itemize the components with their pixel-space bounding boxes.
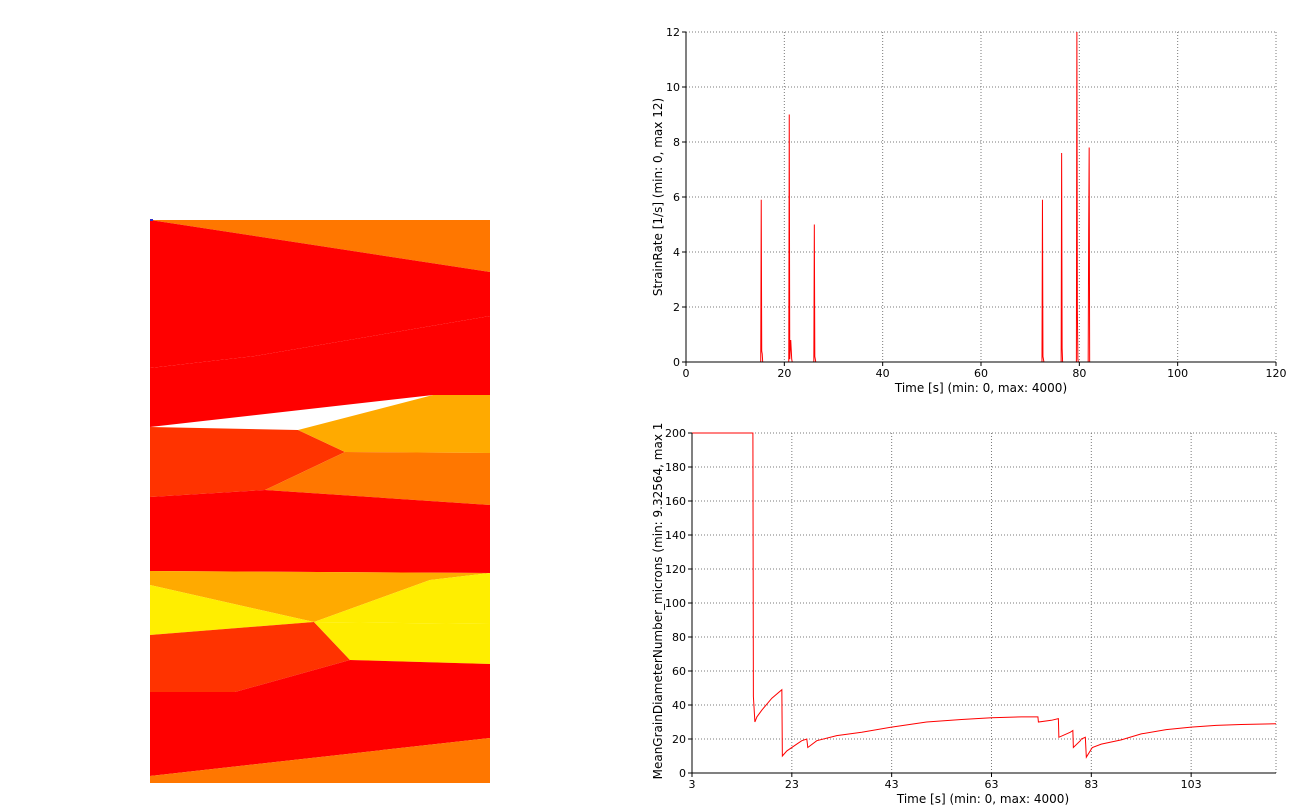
- grid: [688, 432, 1277, 777]
- x-tick-label: 63: [984, 778, 998, 791]
- y-tick-label: 0: [679, 767, 686, 780]
- contour-region: [314, 573, 490, 624]
- x-tick-label: 23: [785, 778, 799, 791]
- y-axis-label: StrainRate [1/s] (min: 0, max 12): [651, 98, 665, 296]
- contour-region: [314, 622, 490, 664]
- x-tick-label: 20: [777, 367, 791, 380]
- y-tick-label: 60: [672, 665, 686, 678]
- contour-region: [150, 571, 490, 622]
- y-tick-label: 8: [673, 136, 680, 149]
- x-tick-label: 80: [1072, 367, 1086, 380]
- x-tick-label: 103: [1181, 778, 1202, 791]
- contour-region: [265, 452, 490, 505]
- y-tick-label: 0: [673, 356, 680, 369]
- contour-region: [150, 220, 490, 368]
- corner-marker: [150, 219, 153, 221]
- y-tick-label: 12: [666, 26, 680, 39]
- x-tick-label: 43: [885, 778, 899, 791]
- contour-region: [150, 427, 345, 497]
- y-tick-label: 120: [665, 563, 686, 576]
- x-tick-label: 0: [683, 367, 690, 380]
- x-tick-label: 40: [876, 367, 890, 380]
- x-tick-label: 60: [974, 367, 988, 380]
- tick-labels: 3 23 43 63 83 103 0 20 40 60 80 100 120 140 160 180 200: [665, 427, 1202, 791]
- y-tick-label: 100: [665, 597, 686, 610]
- y-tick-label: 160: [665, 495, 686, 508]
- contour-region: [150, 316, 490, 368]
- y-axis-label: MeanGrainDiameterNumber_microns (min: 9.…: [651, 423, 665, 780]
- y-tick-label: 20: [672, 733, 686, 746]
- grain-diameter-series-line: [692, 432, 1277, 759]
- contour-region: [150, 622, 350, 692]
- grid: [682, 31, 1277, 366]
- y-tick-label: 6: [673, 191, 680, 204]
- x-tick-label: 100: [1167, 367, 1188, 380]
- tick-labels: 0 20 40 60 80 100 120 0 2 4 6 8 10 12: [666, 26, 1287, 380]
- x-axis-label: Time [s] (min: 0, max: 4000): [894, 381, 1067, 395]
- y-tick-label: 40: [672, 699, 686, 712]
- x-tick-label: 3: [689, 778, 696, 791]
- y-tick-label: 200: [665, 427, 686, 440]
- contour-region: [150, 585, 314, 635]
- y-tick-label: 4: [673, 246, 680, 259]
- x-axis-label: Time [s] (min: 0, max: 4000): [896, 792, 1069, 806]
- x-tick-label: 83: [1084, 778, 1098, 791]
- y-tick-label: 140: [665, 529, 686, 542]
- x-tick-label: 120: [1266, 367, 1287, 380]
- contour-region: [150, 490, 490, 573]
- contour-region: [150, 660, 490, 776]
- y-tick-label: 2: [673, 301, 680, 314]
- y-tick-label: 10: [666, 81, 680, 94]
- y-tick-label: 80: [672, 631, 686, 644]
- contour-region: [150, 368, 490, 427]
- contour-region: [150, 738, 490, 783]
- contour-region: [298, 395, 490, 453]
- y-tick-label: 180: [665, 461, 686, 474]
